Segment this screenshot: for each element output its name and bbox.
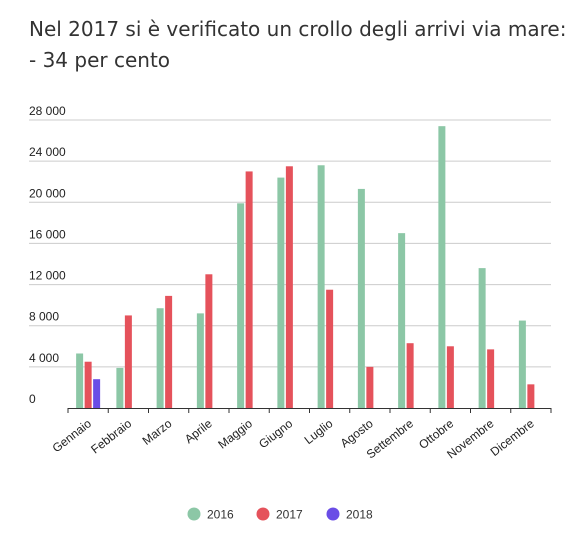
x-tick-label: Dicembre: [488, 416, 537, 459]
bar-2016-aprile: [196, 313, 204, 408]
y-tick-label: 24 000: [29, 145, 66, 159]
bar-2018-gennaio: [93, 379, 101, 408]
legend-label-2016: 2016: [207, 508, 234, 522]
bar-2016-settembre: [398, 233, 406, 408]
bar-2016-febbraio: [116, 367, 124, 408]
x-axis: [67, 408, 552, 413]
legend-label-2017: 2017: [276, 508, 303, 522]
x-tick-label: Luglio: [302, 416, 336, 447]
bar-2016-marzo: [156, 308, 164, 408]
bar-2017-settembre: [406, 343, 414, 408]
bar-2017-giugno: [285, 166, 293, 408]
legend: 2016 2017 2018: [187, 507, 373, 522]
bar-2016-agosto: [357, 188, 365, 408]
x-tick-label: Maggio: [215, 416, 255, 451]
bar-2017-agosto: [366, 366, 374, 408]
x-tick-label: Marzo: [140, 416, 175, 448]
legend-swatch-2017: [256, 507, 270, 521]
chart-title: Nel 2017 si è verificato un crollo degli…: [29, 17, 567, 72]
y-tick-label: 28 000: [29, 104, 66, 118]
bar-2017-aprile: [205, 274, 213, 408]
bar-2016-giugno: [277, 177, 285, 408]
bar-2017-gennaio: [84, 361, 92, 408]
bar-2017-febbraio: [124, 315, 132, 408]
bar-2016-maggio: [237, 203, 245, 408]
y-tick-label: 20 000: [29, 186, 66, 200]
y-tick-label: 16 000: [29, 227, 66, 241]
bar-2016-luglio: [317, 165, 325, 408]
y-tick-label: 8 000: [29, 310, 59, 324]
bar-2017-dicembre: [527, 384, 535, 408]
legend-swatch-2018: [326, 507, 340, 521]
x-tick-label: Giugno: [256, 416, 295, 451]
bar-2017-novembre: [487, 349, 495, 408]
x-tick-label: Febbraio: [88, 416, 134, 456]
y-tick-label: 12 000: [29, 269, 66, 283]
x-tick-label: Aprile: [182, 416, 215, 446]
bar-2016-gennaio: [76, 353, 84, 408]
legend-label-2018: 2018: [346, 508, 373, 522]
legend-swatch-2016: [187, 507, 201, 521]
bar-2017-maggio: [245, 171, 253, 408]
bar-2017-ottobre: [446, 346, 454, 408]
bars: [76, 126, 535, 409]
bar-2016-novembre: [478, 268, 486, 408]
bar-2016-dicembre: [518, 320, 526, 408]
y-tick-label: 0: [29, 392, 36, 406]
bar-2016-ottobre: [438, 126, 446, 409]
y-axis-ticks: 0 4 000 8 000 12 000 16 000 20 000 24 000 28 00…: [29, 104, 66, 406]
bar-2017-luglio: [326, 289, 334, 408]
y-tick-label: 4 000: [29, 351, 59, 365]
bar-2017-marzo: [165, 295, 173, 408]
x-tick-label: Gennaio: [50, 416, 95, 455]
